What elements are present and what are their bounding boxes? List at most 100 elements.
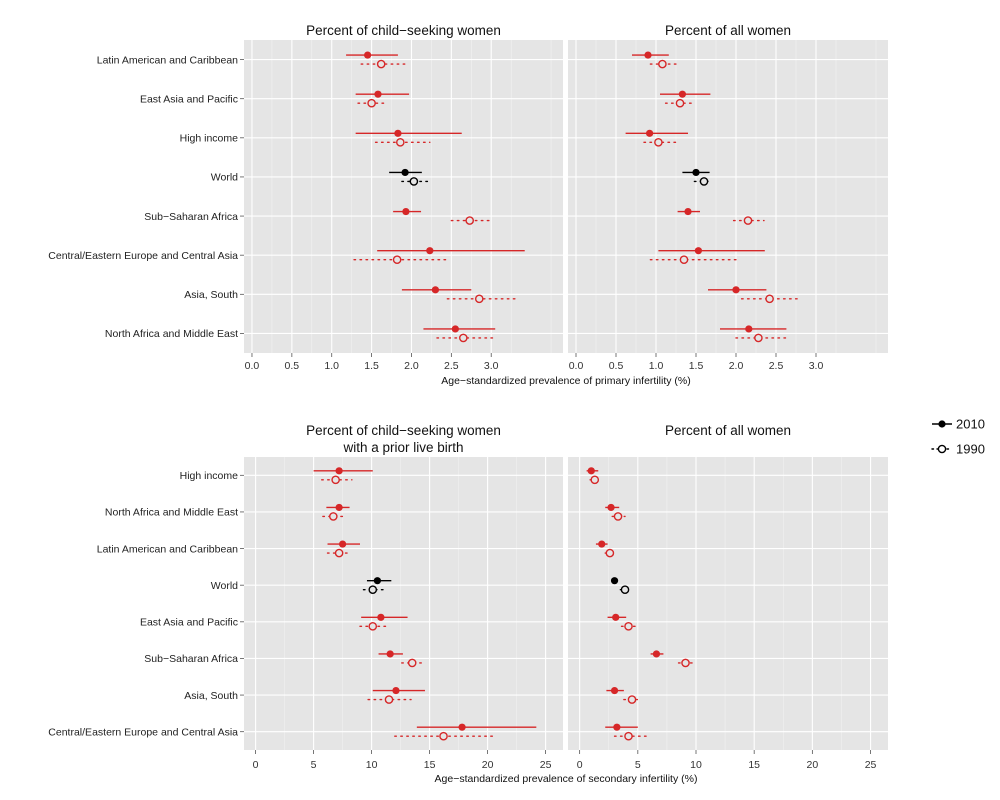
category-label: High income <box>180 133 239 145</box>
category-label: Central/Eastern Europe and Central Asia <box>48 250 238 262</box>
x-tick-label: 0 <box>253 759 259 771</box>
x-axis-label-0: Age−standardized prevalence of primary i… <box>441 375 691 387</box>
x-tick-label: 0.0 <box>245 360 260 372</box>
point-1990 <box>624 731 633 741</box>
point-1990 <box>590 475 600 485</box>
category-label: Latin American and Caribbean <box>97 543 238 555</box>
panel-background <box>568 457 888 750</box>
point-1990 <box>743 216 753 225</box>
x-tick-label: 2.5 <box>769 360 784 372</box>
point-2010 <box>339 540 347 548</box>
point-1990 <box>329 512 338 521</box>
point-1990 <box>679 255 689 264</box>
point-1990 <box>392 255 402 264</box>
point-2010 <box>458 723 466 731</box>
point-1990 <box>658 59 667 69</box>
legend-1990-label: 1990 <box>956 442 985 457</box>
point-1990 <box>331 475 340 485</box>
point-2010 <box>644 51 652 59</box>
point-2010 <box>598 540 606 548</box>
legend-background <box>930 410 992 462</box>
point-1990 <box>384 695 394 704</box>
point-1990 <box>624 622 633 631</box>
point-1990 <box>407 658 417 668</box>
point-2010 <box>610 686 619 695</box>
point-2010 <box>386 650 394 658</box>
point-1990 <box>368 622 378 631</box>
x-tick-label: 20 <box>807 759 819 771</box>
point-1990 <box>368 585 378 594</box>
x-tick-label: 0.5 <box>285 360 300 372</box>
point-2010 <box>374 90 382 98</box>
point-2010 <box>402 207 410 216</box>
category-labels-1: High income North Africa and Middle East L… <box>48 470 244 738</box>
panel-title: Percent of child−seeking women <box>306 23 501 38</box>
point-2010 <box>426 247 434 255</box>
point-2010 <box>610 577 619 585</box>
category-label: Asia, South <box>184 289 238 301</box>
category-label: World <box>211 580 238 592</box>
series-2010 <box>346 51 525 333</box>
x-tick-label: 3.0 <box>484 360 499 372</box>
x-tick-label: 5 <box>635 759 641 771</box>
panel-title: Percent of child−seeking women <box>306 423 501 438</box>
category-label: North Africa and Middle East <box>105 328 238 340</box>
legend-entry-2010: 2010 <box>932 417 985 432</box>
legend-2010-label: 2010 <box>956 417 985 432</box>
point-2010 <box>377 613 385 621</box>
x-tick-label: 1.5 <box>689 360 704 372</box>
x-tick-label: 2.0 <box>404 360 419 372</box>
panel-1-1: Percent of all women 0 5 10 15 20 25 <box>568 423 888 771</box>
x-tick-label: 15 <box>748 759 760 771</box>
series-2010 <box>313 467 537 731</box>
legend-1990-marker <box>937 444 947 454</box>
point-1990 <box>627 695 637 704</box>
point-1990 <box>465 216 474 225</box>
point-1990 <box>474 294 484 304</box>
x-tick-label: 0 <box>577 759 583 771</box>
series-1990 <box>643 59 801 343</box>
point-1990 <box>613 512 623 521</box>
x-tick-label: 25 <box>865 759 877 771</box>
point-2010 <box>732 286 740 294</box>
x-tick-label: 10 <box>690 759 702 771</box>
point-1990 <box>376 59 386 69</box>
panel-subtitle: with a prior live birth <box>342 440 463 455</box>
x-axis-label-1: Age−standardized prevalence of secondary… <box>435 773 698 785</box>
category-label: East Asia and Pacific <box>140 93 238 105</box>
x-tick-label: 2.0 <box>729 360 744 372</box>
category-label: High income <box>180 470 239 482</box>
panel-title: Percent of all women <box>665 23 791 38</box>
x-tick-label: 15 <box>424 759 436 771</box>
point-1990 <box>367 98 376 108</box>
point-2010 <box>431 286 439 294</box>
category-labels-0: Latin American and Caribbean East Asia an… <box>48 54 244 340</box>
point-1990 <box>605 548 615 558</box>
point-1990 <box>654 138 663 147</box>
legend-entry-1990: 1990 <box>931 442 985 457</box>
category-label: Latin American and Caribbean <box>97 54 238 66</box>
x-tick-label: 1.0 <box>649 360 664 372</box>
point-1990 <box>620 585 630 594</box>
point-2010 <box>401 168 409 177</box>
legend-2010-marker <box>938 420 946 428</box>
panel-0-0: Percent of child−seeking women 0.0 0.5 1.0 1… <box>244 23 563 372</box>
point-2010 <box>607 503 615 512</box>
series-2010 <box>625 51 787 333</box>
x-tick-label: 1.5 <box>364 360 379 372</box>
point-2010 <box>394 129 402 137</box>
panel-background <box>244 457 563 750</box>
point-2010 <box>745 325 753 333</box>
point-1990 <box>439 731 448 741</box>
point-2010 <box>652 650 661 658</box>
point-2010 <box>613 723 621 731</box>
panel-1-0: Percent of child−seeking women with a pri… <box>244 423 563 771</box>
category-label: Central/Eastern Europe and Central Asia <box>48 726 238 738</box>
category-label: North Africa and Middle East <box>105 507 238 519</box>
panel-background <box>568 40 888 353</box>
point-1990 <box>675 98 685 108</box>
legend: 2010 1990 <box>930 410 992 462</box>
point-2010 <box>364 51 372 59</box>
point-1990 <box>765 294 774 304</box>
